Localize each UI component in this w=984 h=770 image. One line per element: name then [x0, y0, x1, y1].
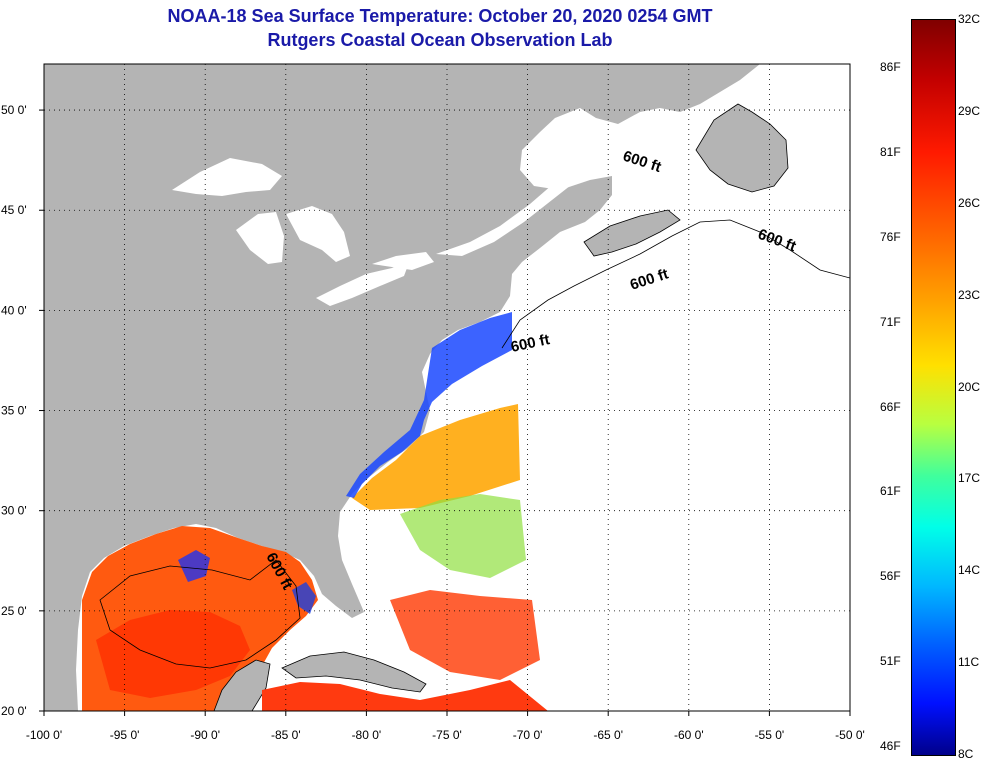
colorbar-celsius-label: 11C: [958, 655, 980, 670]
x-tick-label: -70 0': [513, 728, 543, 742]
sst-atlantic-cool-shelf: [346, 312, 512, 498]
colorbar-celsius-label: 14C: [958, 563, 981, 578]
colorbar-fahrenheit-label: 66F: [880, 399, 901, 414]
y-tick-label: 40 0': [1, 303, 27, 317]
x-tick-label: -50 0': [835, 728, 865, 742]
x-tick-label: -95 0': [110, 728, 140, 742]
y-tick-label: 20 0': [1, 704, 27, 718]
sst-atlantic-warm: [352, 404, 520, 510]
temperature-colorbar: [911, 19, 956, 756]
colorbar-celsius-label: 29C: [958, 103, 981, 118]
land-yucatan: [213, 659, 271, 711]
colorbar-celsius-label: 32C: [958, 12, 981, 26]
x-tick-label: -100 0': [26, 728, 62, 742]
sst-atlantic-mid: [400, 494, 526, 578]
colorbar-celsius-label: 23C: [958, 287, 981, 302]
x-tick-label: -60 0': [674, 728, 704, 742]
land-newfoundland: [695, 103, 789, 193]
colorbar-celsius-label: 8C: [958, 747, 974, 761]
colorbar-celsius-label: 17C: [958, 471, 981, 486]
x-tick-label: -85 0': [271, 728, 301, 742]
y-tick-label: 50 0': [1, 103, 27, 117]
map-subtitle: Rutgers Coastal Ocean Observation Lab: [267, 30, 613, 50]
y-tick-label: 30 0': [1, 504, 27, 518]
sst-gulf-warm-patch: [96, 610, 250, 698]
colorbar-fahrenheit-label: 71F: [880, 314, 901, 329]
sst-florida-west-patch: [292, 582, 316, 614]
colorbar-celsius-label: 20C: [958, 379, 981, 394]
depth-contour-gulf: [99, 559, 301, 669]
colorbar-fahrenheit-label: 46F: [880, 739, 901, 753]
colorbar-celsius-label: 26C: [958, 195, 981, 210]
x-tick-label: -75 0': [432, 728, 462, 742]
colorbar-fahrenheit-label: 81F: [880, 144, 901, 159]
y-tick-label: 25 0': [1, 604, 27, 618]
x-tick-label: -65 0': [593, 728, 623, 742]
depth-contour-atlantic: [501, 219, 850, 349]
colorbar-fahrenheit-label: 56F: [880, 569, 901, 584]
x-tick-label: -55 0': [755, 728, 785, 742]
map-title: NOAA-18 Sea Surface Temperature: October…: [167, 6, 713, 26]
sst-atlantic-south: [390, 590, 540, 680]
y-axis-ticks: 20 0' 25 0' 30 0' 35 0' 40 0' 45 0' 50 0': [1, 103, 44, 718]
colorbar-fahrenheit-label: 51F: [880, 654, 901, 669]
x-axis-ticks: -100 0' -95 0' -90 0' -85 0' -80 0' -75 0' -70…: [26, 711, 865, 742]
great-lakes: [172, 148, 612, 306]
land-cuba: [281, 651, 427, 693]
y-tick-label: 35 0': [1, 404, 27, 418]
sst-gulf-cool-patch: [178, 550, 210, 582]
x-tick-label: -90 0': [190, 728, 220, 742]
sst-caribbean: [262, 680, 548, 711]
colorbar-fahrenheit-label: 61F: [880, 484, 901, 499]
colorbar-fahrenheit-label: 86F: [880, 60, 901, 74]
y-tick-label: 45 0': [1, 203, 27, 217]
land-north-america: [44, 64, 760, 711]
colorbar-fahrenheit-label: 76F: [880, 229, 901, 244]
x-tick-label: -80 0': [352, 728, 382, 742]
